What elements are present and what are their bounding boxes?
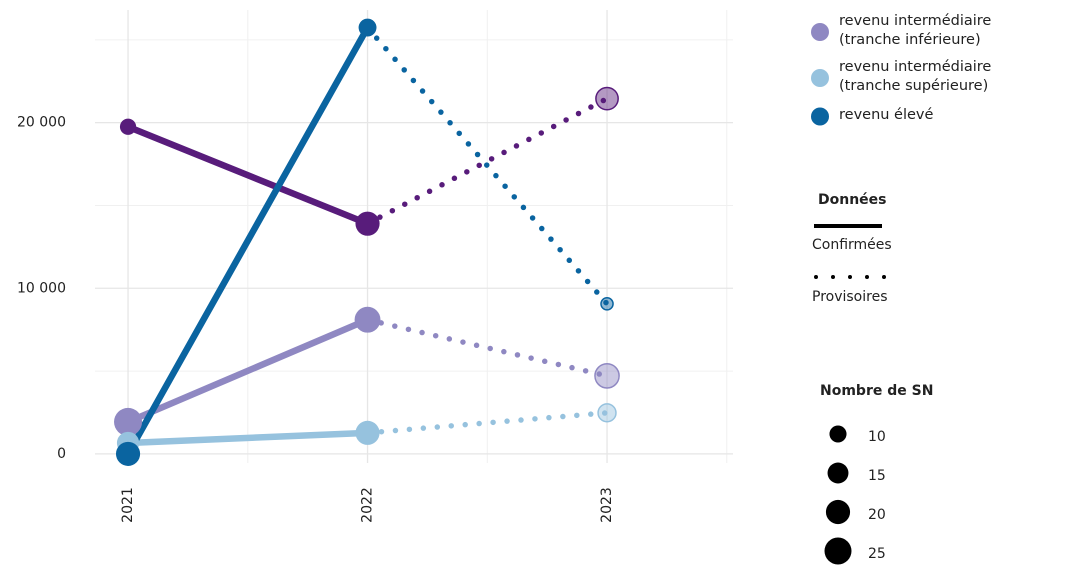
x-tick-label: 2023 xyxy=(599,487,615,523)
x-tick-label: 2021 xyxy=(120,487,136,523)
confirmed-line xyxy=(124,24,371,458)
size-legend-circle xyxy=(824,537,852,565)
provisional-line xyxy=(364,95,610,227)
size-legend-label: 15 xyxy=(868,468,886,484)
point xyxy=(594,363,620,389)
legend-label: revenu élevé xyxy=(839,107,934,123)
size-legend-title: Nombre de SN xyxy=(820,383,933,399)
point xyxy=(115,441,141,466)
provisional-line xyxy=(364,410,610,436)
size-legend-label: 10 xyxy=(868,429,886,445)
provisional-line xyxy=(364,24,610,307)
confirmed-line xyxy=(124,429,371,447)
size-legend-label: 20 xyxy=(868,507,886,523)
y-tick-label: 0 xyxy=(57,446,66,462)
point xyxy=(595,86,619,111)
x-tick-label: 2022 xyxy=(360,487,376,523)
legend-swatch xyxy=(811,69,829,87)
legend-label: revenu intermédiaire (tranche inférieure… xyxy=(839,13,992,48)
line-legend-label: Confirmées xyxy=(812,237,892,253)
line-legend-label: Provisoires xyxy=(812,289,888,305)
confirmed-line xyxy=(124,123,371,227)
points xyxy=(114,18,620,466)
size-legend-label: 25 xyxy=(868,546,886,562)
legend-swatch xyxy=(811,23,829,41)
y-tick-label: 20 000 xyxy=(17,115,66,131)
point xyxy=(600,297,614,311)
confirmed-line xyxy=(124,316,371,426)
point xyxy=(597,403,617,423)
size-legend-circle xyxy=(825,499,851,525)
size-legend-circle xyxy=(827,462,849,484)
point xyxy=(114,407,143,436)
lines xyxy=(124,24,610,458)
point xyxy=(354,306,381,333)
point xyxy=(355,211,380,236)
point xyxy=(355,420,380,445)
legend-swatch xyxy=(811,107,829,126)
y-tick-label: 10 000 xyxy=(17,280,66,296)
point xyxy=(119,118,137,135)
size-legend-circle xyxy=(829,425,847,443)
line-legend-title: Données xyxy=(818,192,887,208)
provisional-line xyxy=(364,316,610,379)
legend-label: revenu intermédiaire (tranche supérieure… xyxy=(839,59,992,94)
grid xyxy=(95,10,733,463)
point xyxy=(358,18,377,37)
